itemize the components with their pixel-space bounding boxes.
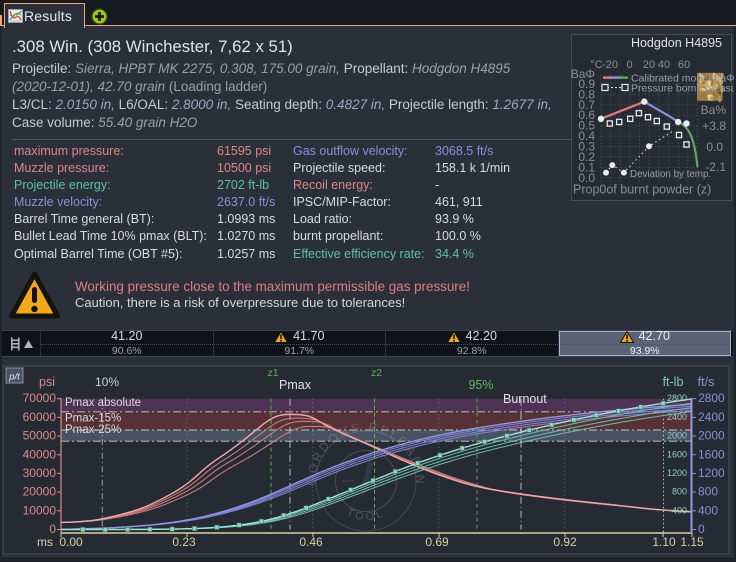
svg-text:BaΦ: BaΦ [571,67,595,81]
svg-text:60: 60 [678,59,690,71]
svg-text:1.15: 1.15 [680,535,704,549]
svg-text:1600: 1600 [667,449,687,459]
svg-text:Calibrated model BaΦ(: Calibrated model BaΦ( [631,73,736,85]
svg-text:2000: 2000 [698,429,725,443]
svg-text:Pmax: Pmax [279,378,312,392]
svg-text:0: 0 [626,59,632,71]
svg-text:p/t: p/t [8,372,20,383]
svg-text:z1: z1 [267,367,278,379]
svg-text:800: 800 [698,485,718,499]
svg-text:Pmax-15%: Pmax-15% [65,413,121,425]
svg-text:95%: 95% [468,378,493,392]
svg-text:Pressure bomb measu: Pressure bomb measu [631,83,736,95]
svg-text:800: 800 [672,487,687,497]
svg-text:1200: 1200 [667,468,687,478]
svg-text:0.4: 0.4 [578,129,595,143]
svg-text:0.2: 0.2 [578,150,595,164]
svg-text:Ba%: Ba% [701,103,727,117]
svg-text:40000: 40000 [23,447,57,461]
svg-text:1200: 1200 [698,466,725,480]
svg-text:psi: psi [39,375,55,389]
svg-text:0.5: 0.5 [578,119,595,133]
svg-text:400: 400 [672,505,687,515]
svg-text:10%: 10% [95,375,119,389]
svg-text:0.46: 0.46 [299,535,323,549]
svg-text:0.69: 0.69 [425,535,449,549]
svg-text:z2: z2 [371,367,382,379]
svg-text:0: 0 [49,522,56,536]
svg-text:0.9: 0.9 [578,77,595,91]
svg-text:1600: 1600 [698,447,725,461]
svg-text:2400: 2400 [698,410,725,424]
svg-text:0.23: 0.23 [172,535,196,549]
svg-text:60000: 60000 [23,410,57,424]
svg-text:0.7: 0.7 [578,98,595,112]
svg-text:40: 40 [658,59,670,71]
svg-text:2800: 2800 [667,393,687,403]
svg-text:Deviation by temp.: Deviation by temp. [630,169,711,180]
svg-text:0.8: 0.8 [578,87,595,101]
svg-text:Prop0of burnt powder (z): Prop0of burnt powder (z) [573,183,711,197]
svg-text:0.3: 0.3 [578,140,595,154]
svg-text:Pmax absolute: Pmax absolute [65,397,141,409]
svg-text:20: 20 [643,59,655,71]
svg-text:-20: -20 [602,59,618,71]
svg-text:Hodgdon H4895: Hodgdon H4895 [631,36,722,50]
svg-text:-2.1: -2.1 [705,160,726,174]
svg-text:70000: 70000 [23,391,57,405]
svg-text:2800: 2800 [698,391,725,405]
svg-text:ft/s: ft/s [698,375,715,389]
svg-text:10000: 10000 [23,503,57,517]
svg-text:400: 400 [698,503,718,517]
svg-text:0.1: 0.1 [578,160,595,174]
svg-text:0.6: 0.6 [578,108,595,122]
svg-text:0.92: 0.92 [553,535,577,549]
svg-text:ms: ms [37,535,53,549]
svg-text:30000: 30000 [23,466,57,480]
svg-text:20000: 20000 [23,485,57,499]
svg-text:ft-lb: ft-lb [663,375,684,389]
svg-text:1.10: 1.10 [652,535,676,549]
svg-text:0: 0 [698,522,705,536]
svg-text:0.00: 0.00 [59,535,83,549]
svg-text:0.0: 0.0 [706,140,723,154]
svg-text:°C: °C [590,59,602,71]
svg-text:2400: 2400 [667,412,687,422]
svg-text:2000: 2000 [667,431,687,441]
svg-text:Burnout: Burnout [503,392,547,406]
svg-text:50000: 50000 [23,429,57,443]
svg-text:Pmax-25%: Pmax-25% [65,424,121,436]
svg-text:+3.8: +3.8 [702,119,726,133]
svg-text:0.0: 0.0 [578,171,595,185]
